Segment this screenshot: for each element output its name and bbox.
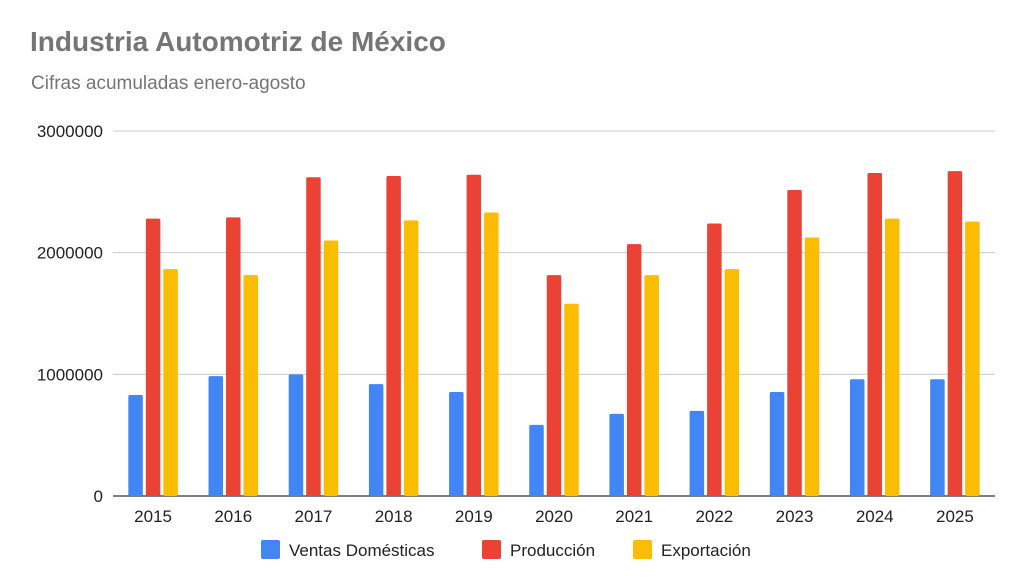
bar (769, 391, 785, 496)
bar (386, 176, 401, 496)
x-tick-label: 2023 (776, 507, 814, 526)
bar (449, 391, 464, 496)
bar (546, 275, 562, 496)
y-tick-label: 2000000 (37, 244, 103, 263)
chart-subtitle: Cifras acumuladas enero-agosto (31, 73, 306, 94)
bar (724, 269, 740, 496)
bar (529, 424, 544, 496)
bar (368, 384, 384, 496)
x-tick-label: 2022 (695, 507, 733, 526)
x-tick-label: 2024 (856, 507, 894, 526)
x-tick-label: 2025 (936, 507, 974, 526)
chart-title: Industria Automotriz de México (30, 26, 446, 57)
bar (288, 374, 304, 496)
legend-label: Producción (510, 541, 595, 560)
bar (707, 223, 722, 496)
bar (947, 171, 963, 496)
x-tick-label: 2016 (214, 507, 252, 526)
bars (128, 171, 980, 497)
bar (626, 244, 642, 496)
x-tick-label: 2015 (134, 507, 172, 526)
bar (867, 172, 882, 496)
y-axis-ticks: 0 1000000 2000000 3000000 (37, 122, 103, 506)
legend-label: Ventas Domésticas (289, 541, 435, 560)
bar (644, 275, 659, 496)
bar (163, 269, 178, 496)
bar (484, 212, 499, 496)
x-tick-label: 2017 (295, 507, 333, 526)
bar (243, 275, 259, 496)
bar (930, 379, 945, 496)
bar (145, 218, 161, 496)
y-tick-label: 1000000 (37, 365, 103, 384)
legend-swatch (482, 540, 501, 559)
bar (787, 190, 802, 496)
bar (403, 220, 419, 497)
bar (884, 218, 900, 496)
legend: Ventas Domésticas Producción Exportación (261, 540, 751, 560)
bar (804, 237, 820, 497)
bar (564, 303, 579, 496)
bar (226, 217, 241, 496)
legend-label: Exportación (661, 541, 751, 560)
y-tick-label: 3000000 (37, 122, 103, 141)
legend-swatch (261, 540, 280, 559)
bar (208, 376, 224, 496)
x-tick-label: 2020 (535, 507, 573, 526)
bar (306, 177, 321, 496)
bar (466, 174, 482, 497)
legend-swatch (633, 540, 652, 559)
bar (609, 413, 624, 496)
bar (689, 410, 705, 496)
x-tick-label: 2021 (615, 507, 653, 526)
y-tick-label: 0 (94, 487, 103, 506)
x-tick-label: 2018 (375, 507, 413, 526)
x-tick-label: 2019 (455, 507, 493, 526)
bar (323, 240, 339, 496)
x-axis-ticks: 2015 2016 2017 2018 2019 2020 2021 2022 2023 2024… (134, 507, 974, 526)
bar (128, 395, 143, 496)
bar (965, 221, 980, 496)
bar (849, 379, 865, 496)
